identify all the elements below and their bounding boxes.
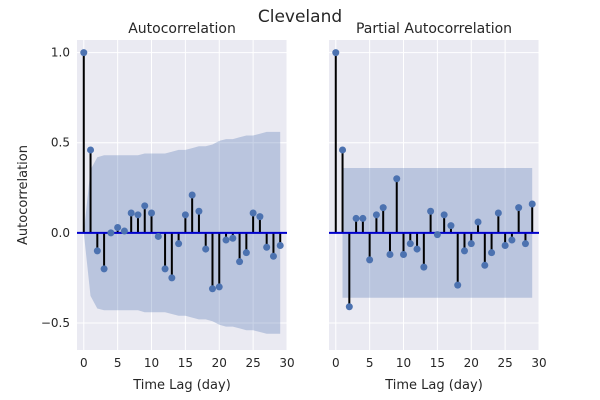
stem-marker <box>100 265 108 273</box>
x-tick-label: 5 <box>114 356 122 370</box>
stem-marker <box>366 256 374 264</box>
stem-marker <box>339 146 347 154</box>
y-tick-label: −0.5 <box>41 316 70 330</box>
plot-area <box>77 40 287 350</box>
y-tick-label: 0.0 <box>51 226 70 240</box>
stem-marker <box>181 211 189 219</box>
x-tick-label: 30 <box>279 356 294 370</box>
y-axis-label: Autocorrelation <box>16 145 31 245</box>
stem-marker <box>148 209 156 217</box>
stem-marker <box>481 261 489 269</box>
x-tick-label: 25 <box>245 356 260 370</box>
stem-marker <box>120 227 128 235</box>
stem-marker <box>345 303 353 311</box>
stem-marker <box>80 49 88 57</box>
stem-marker <box>114 223 122 231</box>
stem-marker <box>195 207 203 215</box>
acf-panel: 0 5 10 15 20 25 30 −0.5 0.0 0.5 1.0 Autocorrelation… <box>16 21 295 393</box>
stem-marker <box>427 207 435 215</box>
stem-marker <box>379 204 387 212</box>
stem-marker <box>420 263 428 271</box>
stem-marker <box>215 283 223 291</box>
stem-marker <box>488 249 496 257</box>
stem-marker <box>352 214 360 222</box>
x-axis-label: Time Lag (day) <box>132 378 231 393</box>
y-tick-label: 1.0 <box>51 46 70 60</box>
pacf-panel: 0 5 10 15 20 25 30 Partial Autocorrelation Time … <box>329 21 547 393</box>
stem-marker <box>154 232 162 240</box>
x-tick-label: 15 <box>178 356 193 370</box>
stem-marker <box>467 240 475 248</box>
stem-marker <box>107 229 115 237</box>
stem-marker <box>175 240 183 248</box>
x-tick-label: 5 <box>366 356 374 370</box>
stem-marker <box>440 211 448 219</box>
stem-marker <box>141 202 149 210</box>
figure-title: Cleveland <box>258 7 342 27</box>
x-tick-label: 0 <box>332 356 340 370</box>
stem-marker <box>93 247 101 255</box>
stem-marker <box>386 250 394 258</box>
x-tick-label: 15 <box>430 356 445 370</box>
stem-marker <box>249 209 257 217</box>
stem-marker <box>460 247 468 255</box>
stem-marker <box>222 236 230 244</box>
stem-marker <box>332 49 340 57</box>
stem-marker <box>242 249 250 257</box>
x-tick-label: 20 <box>464 356 479 370</box>
stem-marker <box>188 191 196 199</box>
stem-marker <box>161 265 169 273</box>
chart-title: Partial Autocorrelation <box>356 21 512 37</box>
stem-marker <box>372 211 380 219</box>
stem-marker <box>508 236 516 244</box>
stem-marker <box>134 211 142 219</box>
stem-marker <box>229 234 237 242</box>
plot-area <box>329 40 539 350</box>
stem-marker <box>359 214 367 222</box>
stem-marker <box>433 231 441 239</box>
stem-marker <box>87 146 95 154</box>
stem-marker <box>454 281 462 289</box>
stem-marker <box>202 245 210 253</box>
stem-marker <box>501 241 509 249</box>
stem-marker <box>236 258 244 266</box>
stem-marker <box>400 250 408 258</box>
stem-marker <box>256 213 264 221</box>
x-tick-label: 20 <box>212 356 227 370</box>
stem-marker <box>127 209 135 217</box>
stem-marker <box>393 175 401 183</box>
x-tick-label: 10 <box>144 356 159 370</box>
x-tick-label: 0 <box>80 356 88 370</box>
stem-marker <box>269 252 277 260</box>
x-tick-label: 30 <box>531 356 546 370</box>
stem-marker <box>276 241 284 249</box>
stem-marker <box>168 274 176 282</box>
stem-marker <box>528 200 536 208</box>
x-tick-label: 10 <box>396 356 411 370</box>
chart-title: Autocorrelation <box>128 21 236 37</box>
x-tick-label: 25 <box>497 356 512 370</box>
stem-marker <box>263 243 271 251</box>
stem-marker <box>474 218 482 226</box>
stem-marker <box>413 245 421 253</box>
stem-marker <box>494 209 502 217</box>
y-tick-label: 0.5 <box>51 136 70 150</box>
stem-marker <box>515 204 523 212</box>
stem-marker <box>208 285 216 293</box>
stem-marker <box>447 222 455 230</box>
stem-marker <box>406 240 414 248</box>
x-axis-label: Time Lag (day) <box>384 378 483 393</box>
stem-marker <box>521 240 529 248</box>
